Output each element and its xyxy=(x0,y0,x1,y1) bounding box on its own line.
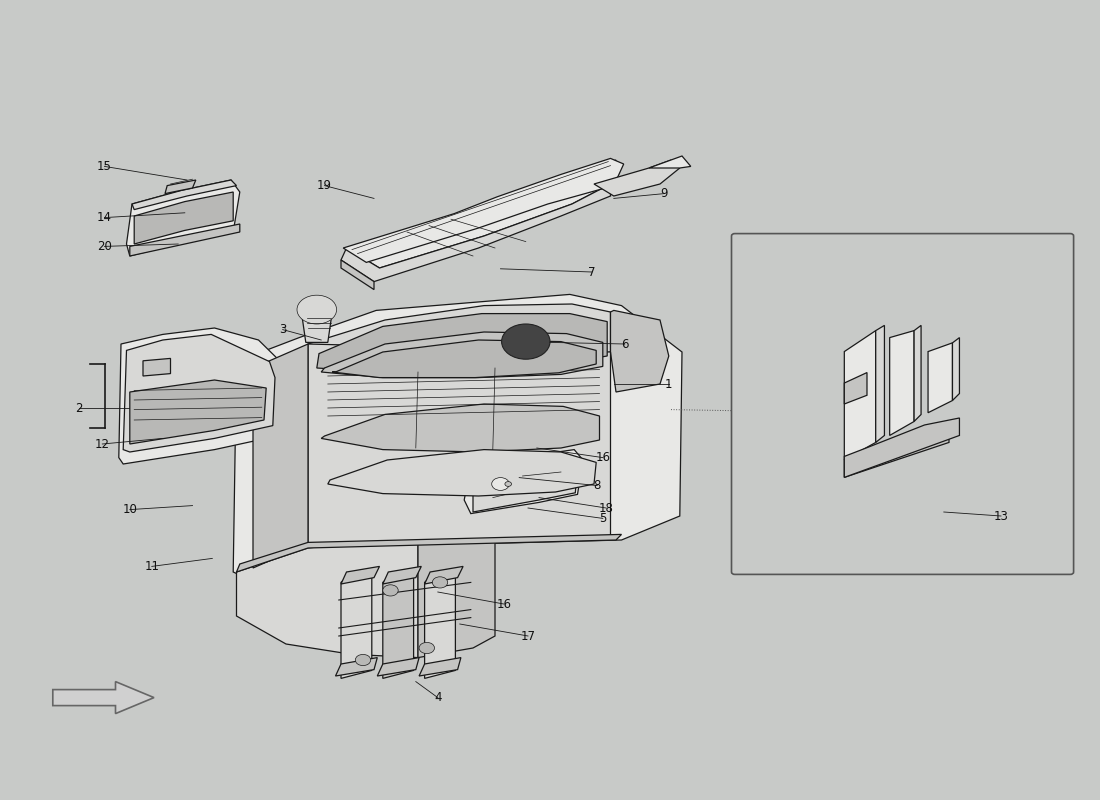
Polygon shape xyxy=(383,566,421,584)
Polygon shape xyxy=(336,658,377,676)
Polygon shape xyxy=(876,326,884,442)
Text: 3: 3 xyxy=(279,323,286,336)
Text: 13: 13 xyxy=(993,510,1009,522)
Polygon shape xyxy=(119,328,284,464)
Text: 2: 2 xyxy=(76,402,82,414)
Text: 4: 4 xyxy=(434,691,441,704)
Polygon shape xyxy=(845,418,959,478)
Text: 20: 20 xyxy=(97,240,112,253)
Polygon shape xyxy=(253,344,308,568)
Text: 16: 16 xyxy=(496,598,512,610)
Polygon shape xyxy=(332,340,596,378)
Circle shape xyxy=(505,482,512,486)
Polygon shape xyxy=(473,462,578,512)
FancyBboxPatch shape xyxy=(732,234,1074,574)
Text: 5: 5 xyxy=(600,512,606,525)
Text: 7: 7 xyxy=(588,266,595,278)
Polygon shape xyxy=(341,184,610,282)
Polygon shape xyxy=(317,314,607,372)
Circle shape xyxy=(492,478,509,490)
Text: 14: 14 xyxy=(97,211,112,224)
Polygon shape xyxy=(914,326,921,422)
Circle shape xyxy=(432,577,448,588)
Text: 16: 16 xyxy=(595,451,610,464)
Polygon shape xyxy=(165,180,196,194)
Text: 17: 17 xyxy=(520,630,536,642)
Polygon shape xyxy=(134,192,233,244)
Text: 18: 18 xyxy=(598,502,614,514)
Polygon shape xyxy=(301,312,332,342)
Circle shape xyxy=(297,295,337,324)
Polygon shape xyxy=(130,224,240,256)
Circle shape xyxy=(383,585,398,596)
Text: 9: 9 xyxy=(661,187,668,200)
Polygon shape xyxy=(610,310,669,392)
Polygon shape xyxy=(132,180,236,210)
Circle shape xyxy=(419,642,435,654)
Polygon shape xyxy=(341,566,380,584)
Circle shape xyxy=(502,324,550,359)
Circle shape xyxy=(355,654,371,666)
Polygon shape xyxy=(418,524,495,658)
Polygon shape xyxy=(594,160,680,196)
Polygon shape xyxy=(649,156,691,168)
Polygon shape xyxy=(845,425,949,478)
Text: 12: 12 xyxy=(95,438,110,450)
Text: 11: 11 xyxy=(144,560,159,573)
Polygon shape xyxy=(130,380,266,444)
Polygon shape xyxy=(308,344,610,544)
Polygon shape xyxy=(346,160,616,268)
Polygon shape xyxy=(343,158,624,262)
Text: 15: 15 xyxy=(97,160,112,173)
Polygon shape xyxy=(419,658,461,676)
Polygon shape xyxy=(321,404,600,452)
Polygon shape xyxy=(236,536,418,658)
Polygon shape xyxy=(126,180,240,256)
Polygon shape xyxy=(236,534,622,572)
Polygon shape xyxy=(845,373,867,404)
Polygon shape xyxy=(425,570,455,678)
Polygon shape xyxy=(928,343,953,413)
Polygon shape xyxy=(383,570,414,678)
Polygon shape xyxy=(308,304,610,370)
Polygon shape xyxy=(123,334,275,452)
Text: 6: 6 xyxy=(621,338,628,350)
Polygon shape xyxy=(845,330,876,460)
Text: 10: 10 xyxy=(122,503,138,516)
Polygon shape xyxy=(377,658,419,676)
Text: 8: 8 xyxy=(594,479,601,492)
Polygon shape xyxy=(953,338,959,401)
Polygon shape xyxy=(341,260,374,290)
Polygon shape xyxy=(143,358,170,376)
Polygon shape xyxy=(890,330,914,435)
Text: 1: 1 xyxy=(666,378,672,390)
Text: 19: 19 xyxy=(317,179,332,192)
Polygon shape xyxy=(242,300,673,568)
Polygon shape xyxy=(328,450,596,496)
Polygon shape xyxy=(53,682,154,714)
Polygon shape xyxy=(464,450,583,514)
Polygon shape xyxy=(425,566,463,584)
Polygon shape xyxy=(233,294,682,576)
Polygon shape xyxy=(321,332,603,378)
Polygon shape xyxy=(341,570,372,678)
